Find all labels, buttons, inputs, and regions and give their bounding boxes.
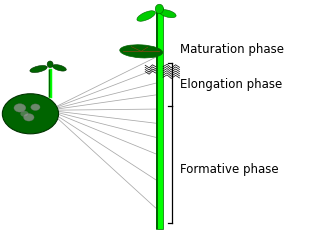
Text: Elongation phase: Elongation phase (180, 78, 282, 91)
Ellipse shape (120, 45, 163, 58)
FancyBboxPatch shape (156, 8, 158, 229)
Circle shape (31, 104, 40, 110)
Text: Formative phase: Formative phase (180, 163, 279, 176)
Ellipse shape (52, 65, 66, 71)
Circle shape (2, 94, 58, 134)
FancyBboxPatch shape (156, 8, 163, 229)
Ellipse shape (47, 61, 53, 68)
Circle shape (14, 104, 26, 112)
Circle shape (21, 111, 29, 117)
Ellipse shape (30, 65, 47, 73)
Ellipse shape (137, 11, 155, 21)
Ellipse shape (159, 10, 176, 18)
Circle shape (24, 114, 34, 121)
Ellipse shape (155, 4, 164, 14)
Text: Maturation phase: Maturation phase (180, 43, 284, 56)
